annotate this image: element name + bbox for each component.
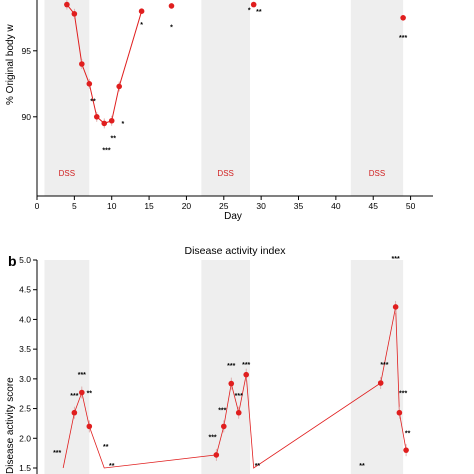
x-tick-label: 35: [294, 201, 304, 211]
y-tick-label: 2.0: [19, 433, 31, 443]
significance-marker: *: [140, 22, 143, 29]
data-point: [243, 371, 250, 378]
x-axis-title: Day: [224, 211, 242, 222]
y-tick-label: 1.5: [19, 463, 31, 473]
significance-marker: **: [109, 463, 115, 470]
y-tick-label: 90: [22, 112, 32, 122]
data-point: [213, 452, 220, 458]
data-point: [400, 14, 406, 21]
shaded-period: [44, 260, 90, 474]
shaded-period: [201, 260, 250, 474]
dss-label: DSS: [59, 169, 75, 178]
data-point: [71, 11, 78, 17]
data-point: [396, 409, 403, 416]
shaded-period: [44, 0, 90, 196]
data-point: [108, 117, 115, 124]
x-tick-label: 20: [182, 201, 192, 211]
dss-label: DSS: [369, 169, 385, 178]
y-tick-label: 4.0: [19, 314, 31, 324]
y-axis-title: Disease activity score: [5, 377, 16, 474]
data-point: [101, 120, 108, 127]
panel-b: Disease activity index 1.5 2.0 2.5 3.0 3.5 4.0…: [5, 245, 411, 474]
chart-title: Disease activity index: [185, 245, 287, 257]
data-point: [64, 1, 70, 8]
significance-marker: *: [170, 25, 173, 32]
panel-a: DSS DSS DSS 0 5 10 15 20 25 30 35 40 45 50 90 95 Day % Or…: [5, 0, 433, 222]
data-point: [71, 409, 78, 416]
significance-marker: **: [87, 390, 93, 397]
significance-marker: *: [248, 8, 251, 15]
x-tick-label: 0: [35, 201, 40, 211]
y-tick-label: 4.5: [19, 285, 31, 295]
significance-marker: **: [103, 444, 109, 451]
data-point: [79, 61, 85, 67]
x-tick-label: 30: [256, 201, 266, 211]
significance-marker: ***: [242, 362, 250, 369]
x-tick-label: 25: [219, 201, 229, 211]
significance-marker: ***: [392, 256, 400, 263]
data-point: [86, 81, 93, 87]
shaded-period: [350, 260, 404, 474]
y-tick-label: 5.0: [19, 255, 31, 265]
y-tick-label: 2.5: [19, 404, 31, 414]
data-point: [392, 304, 399, 310]
significance-marker: **: [110, 136, 116, 143]
significance-marker: ***: [208, 434, 216, 441]
data-point: [93, 114, 100, 120]
significance-marker: ***: [102, 147, 110, 154]
significance-marker: ***: [78, 372, 86, 379]
y-tick-label: 95: [22, 46, 32, 56]
significance-marker: ***: [235, 393, 243, 400]
shaded-period: [350, 0, 404, 196]
x-tick-label: 15: [144, 201, 154, 211]
significance-marker: ***: [53, 450, 61, 457]
data-point: [86, 423, 93, 430]
data-point: [377, 380, 384, 386]
significance-marker: *: [122, 121, 125, 128]
data-point: [138, 8, 145, 14]
x-tick-label: 10: [107, 201, 117, 211]
dss-label: DSS: [217, 169, 233, 178]
significance-marker: ***: [380, 362, 388, 369]
y-tick-label: 3.5: [19, 344, 31, 354]
panel-b-letter: b: [8, 253, 17, 269]
significance-marker: ***: [399, 390, 407, 397]
y-axis-title: % Original body w: [5, 24, 16, 105]
data-point: [116, 83, 122, 90]
data-point: [250, 1, 257, 8]
x-tick-label: 40: [331, 201, 341, 211]
x-tick-label: 45: [368, 201, 378, 211]
significance-marker: **: [90, 99, 96, 106]
data-point: [228, 380, 235, 387]
significance-marker: **: [256, 9, 262, 16]
significance-marker: ***: [399, 35, 407, 42]
data-point: [235, 409, 242, 416]
x-tick-label: 50: [406, 201, 416, 211]
significance-marker: **: [255, 463, 261, 470]
y-tick-label: 3.0: [19, 374, 31, 384]
significance-marker: **: [405, 430, 411, 437]
significance-marker: ***: [70, 393, 78, 400]
series-line: [118, 11, 143, 87]
data-point: [220, 423, 227, 430]
x-tick-label: 5: [72, 201, 77, 211]
significance-marker: **: [359, 463, 365, 470]
significance-marker: ***: [227, 363, 235, 370]
data-point: [168, 3, 175, 9]
data-point: [403, 447, 409, 453]
significance-marker: ***: [218, 408, 226, 415]
shaded-period: [201, 0, 250, 196]
data-point: [79, 389, 85, 396]
